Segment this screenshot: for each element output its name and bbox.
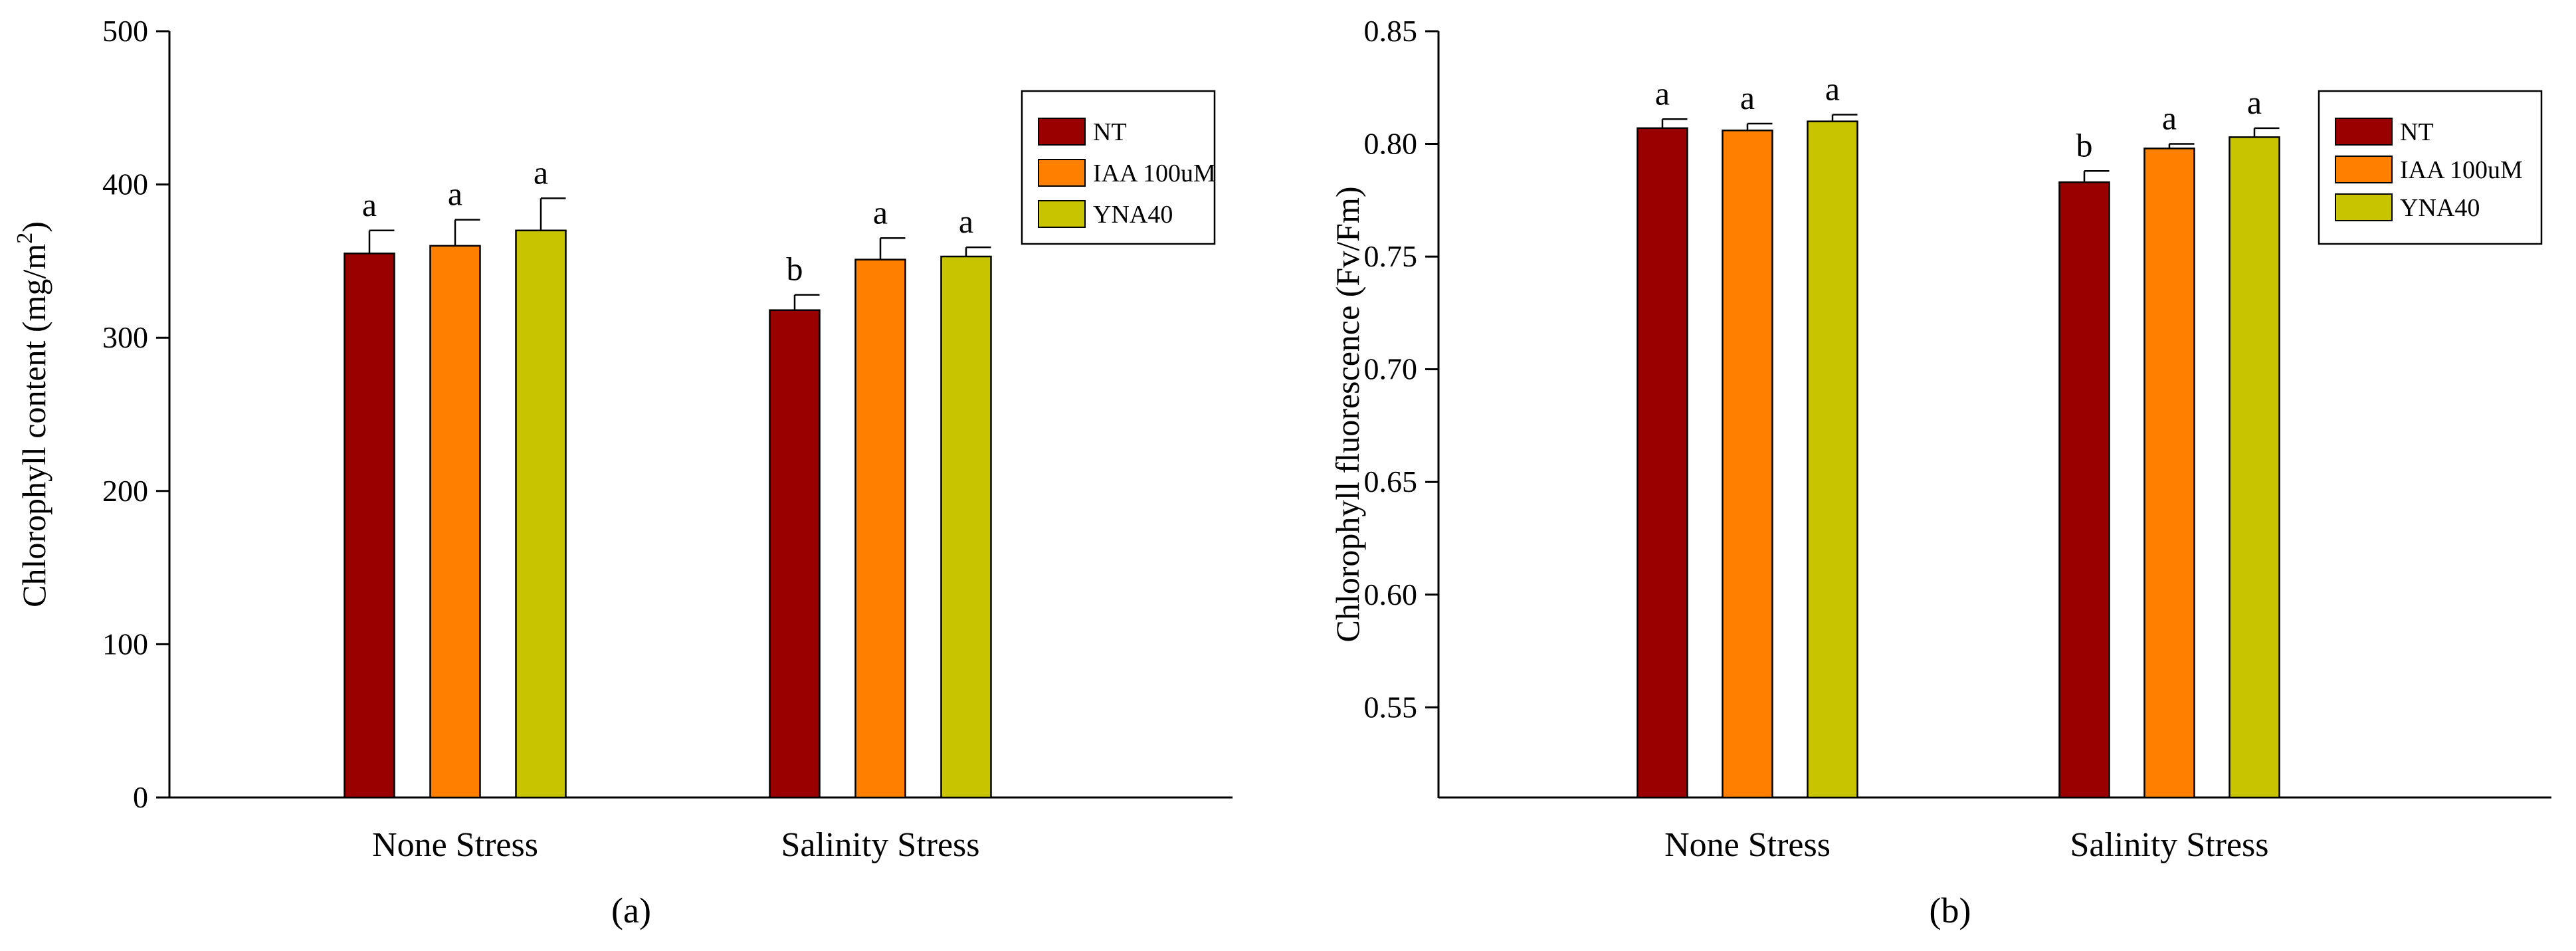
- y-tick-label: 300: [102, 320, 148, 354]
- bar-iaa-100um: [429, 245, 481, 799]
- significance-letter: a: [2247, 84, 2262, 121]
- significance-letter: a: [448, 175, 462, 213]
- x-category-label: Salinity Stress: [781, 826, 979, 864]
- bar-yna40: [2229, 136, 2280, 799]
- bar-yna40: [515, 229, 567, 799]
- significance-letter: a: [959, 203, 973, 240]
- significance-letter: b: [787, 251, 803, 288]
- bar-nt: [769, 309, 821, 799]
- y-axis-title-close: ): [15, 221, 52, 233]
- y-tick-label: 200: [102, 474, 148, 508]
- legend-swatch: [2335, 156, 2393, 183]
- legend-swatch: [1038, 159, 1086, 187]
- legend-label: YNA40: [1093, 201, 1173, 229]
- x-category-label: None Stress: [1664, 826, 1831, 864]
- y-tick-label: 0.75: [1364, 239, 1418, 273]
- y-tick-label: 0.60: [1364, 578, 1418, 611]
- panel-label: (a): [611, 891, 651, 930]
- legend-label: YNA40: [2400, 194, 2480, 222]
- significance-letter: a: [1825, 70, 1840, 107]
- x-category-label: Salinity Stress: [2070, 826, 2268, 864]
- bar-nt: [2058, 181, 2110, 799]
- significance-letter: a: [2162, 100, 2177, 137]
- bar-yna40: [940, 255, 992, 799]
- y-tick-label: 400: [102, 167, 148, 201]
- y-tick-label: 100: [102, 627, 148, 661]
- y-axis-title: Chlorophyll content (mg/m2): [13, 221, 52, 607]
- y-tick-label: 0.55: [1364, 690, 1418, 724]
- bar-iaa-100um: [854, 259, 906, 799]
- significance-letter: a: [873, 193, 888, 231]
- legend-label: NT: [1093, 118, 1127, 146]
- significance-letter: a: [534, 154, 548, 191]
- panel-label: (b): [1930, 891, 1971, 930]
- bar-nt: [1636, 127, 1688, 799]
- chart-b: 0.55 0.60 0.65 0.70 0.75 0.80 0.85 Chlorophyll …: [1329, 14, 2551, 930]
- chart-a: 0 100 200 300 400 500 Chlorophyll content (mg/…: [13, 14, 1233, 930]
- legend-label: IAA 100uM: [2400, 156, 2523, 184]
- y-tick-label: 0.85: [1364, 14, 1418, 48]
- significance-letter: a: [1740, 79, 1755, 116]
- y-tick-label: 0: [133, 780, 148, 814]
- legend-label: NT: [2400, 118, 2434, 146]
- legend-label: IAA 100uM: [1093, 159, 1216, 187]
- y-axis-title-text: Chlorophyll content (mg/m: [15, 244, 52, 607]
- y-tick-label: 0.80: [1364, 127, 1418, 161]
- significance-letter: b: [2076, 126, 2093, 163]
- legend-swatch: [2335, 193, 2393, 221]
- y-tick-label: 0.70: [1364, 352, 1418, 386]
- y-axis-title: Chlorophyll fluorescence (Fv/Fm): [1329, 187, 1366, 643]
- y-axis-title-text: Chlorophyll fluorescence (Fv/Fm): [1329, 187, 1366, 643]
- bar-yna40: [1807, 120, 1858, 799]
- significance-letter: a: [1655, 74, 1670, 112]
- x-category-label: None Stress: [372, 826, 538, 864]
- bar-iaa-100um: [1722, 129, 1773, 799]
- legend-swatch: [1038, 200, 1086, 228]
- bar-nt: [344, 253, 395, 799]
- significance-letter: a: [362, 186, 377, 223]
- y-axis-title-superscript: 2: [13, 233, 37, 244]
- legend-swatch: [1038, 118, 1086, 146]
- y-tick-label: 0.65: [1364, 465, 1418, 498]
- y-tick-label: 500: [102, 14, 148, 48]
- legend-swatch: [2335, 118, 2393, 146]
- bar-iaa-100um: [2143, 148, 2195, 799]
